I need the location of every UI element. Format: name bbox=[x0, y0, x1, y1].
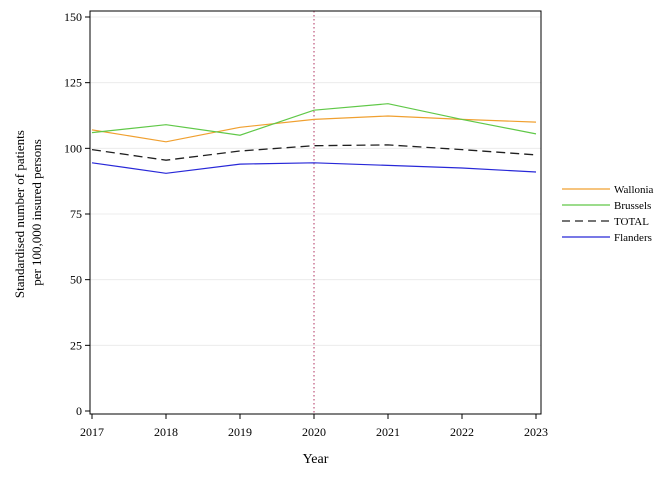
legend-label-total: TOTAL bbox=[614, 216, 649, 228]
y-tick-label-6: 150 bbox=[64, 10, 82, 24]
series-group bbox=[91, 103, 537, 174]
legend: Wallonia Brussels TOTAL Flanders bbox=[562, 184, 654, 244]
x-axis-label: Year bbox=[303, 452, 329, 467]
x-tick-label-1: 2018 bbox=[154, 425, 178, 439]
x-tick-label-6: 2023 bbox=[524, 425, 548, 439]
plot-frame bbox=[89, 10, 542, 415]
y-axis-label-line-1: Standardised number of patients bbox=[12, 130, 27, 298]
x-axis: 2017 2018 2019 2020 2021 2022 2023 bbox=[80, 414, 548, 439]
x-tick-label-3: 2020 bbox=[302, 425, 326, 439]
x-tick-label-4: 2021 bbox=[376, 425, 400, 439]
y-tick-label-5: 125 bbox=[64, 76, 82, 90]
x-tick-label-0: 2017 bbox=[80, 425, 104, 439]
x-tick-label-2: 2019 bbox=[228, 425, 252, 439]
y-axis: 0 25 50 75 100 125 150 bbox=[64, 10, 90, 418]
grid-lines bbox=[90, 16, 541, 346]
legend-label-flanders: Flanders bbox=[614, 232, 652, 244]
series-line-wallonia bbox=[91, 115, 537, 143]
y-tick-label-4: 100 bbox=[64, 141, 82, 155]
y-tick-label-3: 75 bbox=[70, 207, 82, 221]
series-line-total bbox=[91, 144, 537, 161]
legend-label-wallonia: Wallonia bbox=[614, 184, 654, 196]
y-axis-label-line-2: per 100,000 insured persons bbox=[29, 139, 44, 286]
legend-label-brussels: Brussels bbox=[614, 200, 651, 212]
x-tick-label-5: 2022 bbox=[450, 425, 474, 439]
series-line-flanders bbox=[91, 162, 537, 174]
y-tick-label-0: 0 bbox=[76, 404, 82, 418]
y-tick-label-2: 50 bbox=[70, 273, 82, 287]
series-line-brussels bbox=[91, 103, 537, 136]
y-tick-label-1: 25 bbox=[70, 338, 82, 352]
y-axis-label: Standardised number of patients per 100,… bbox=[12, 127, 44, 298]
